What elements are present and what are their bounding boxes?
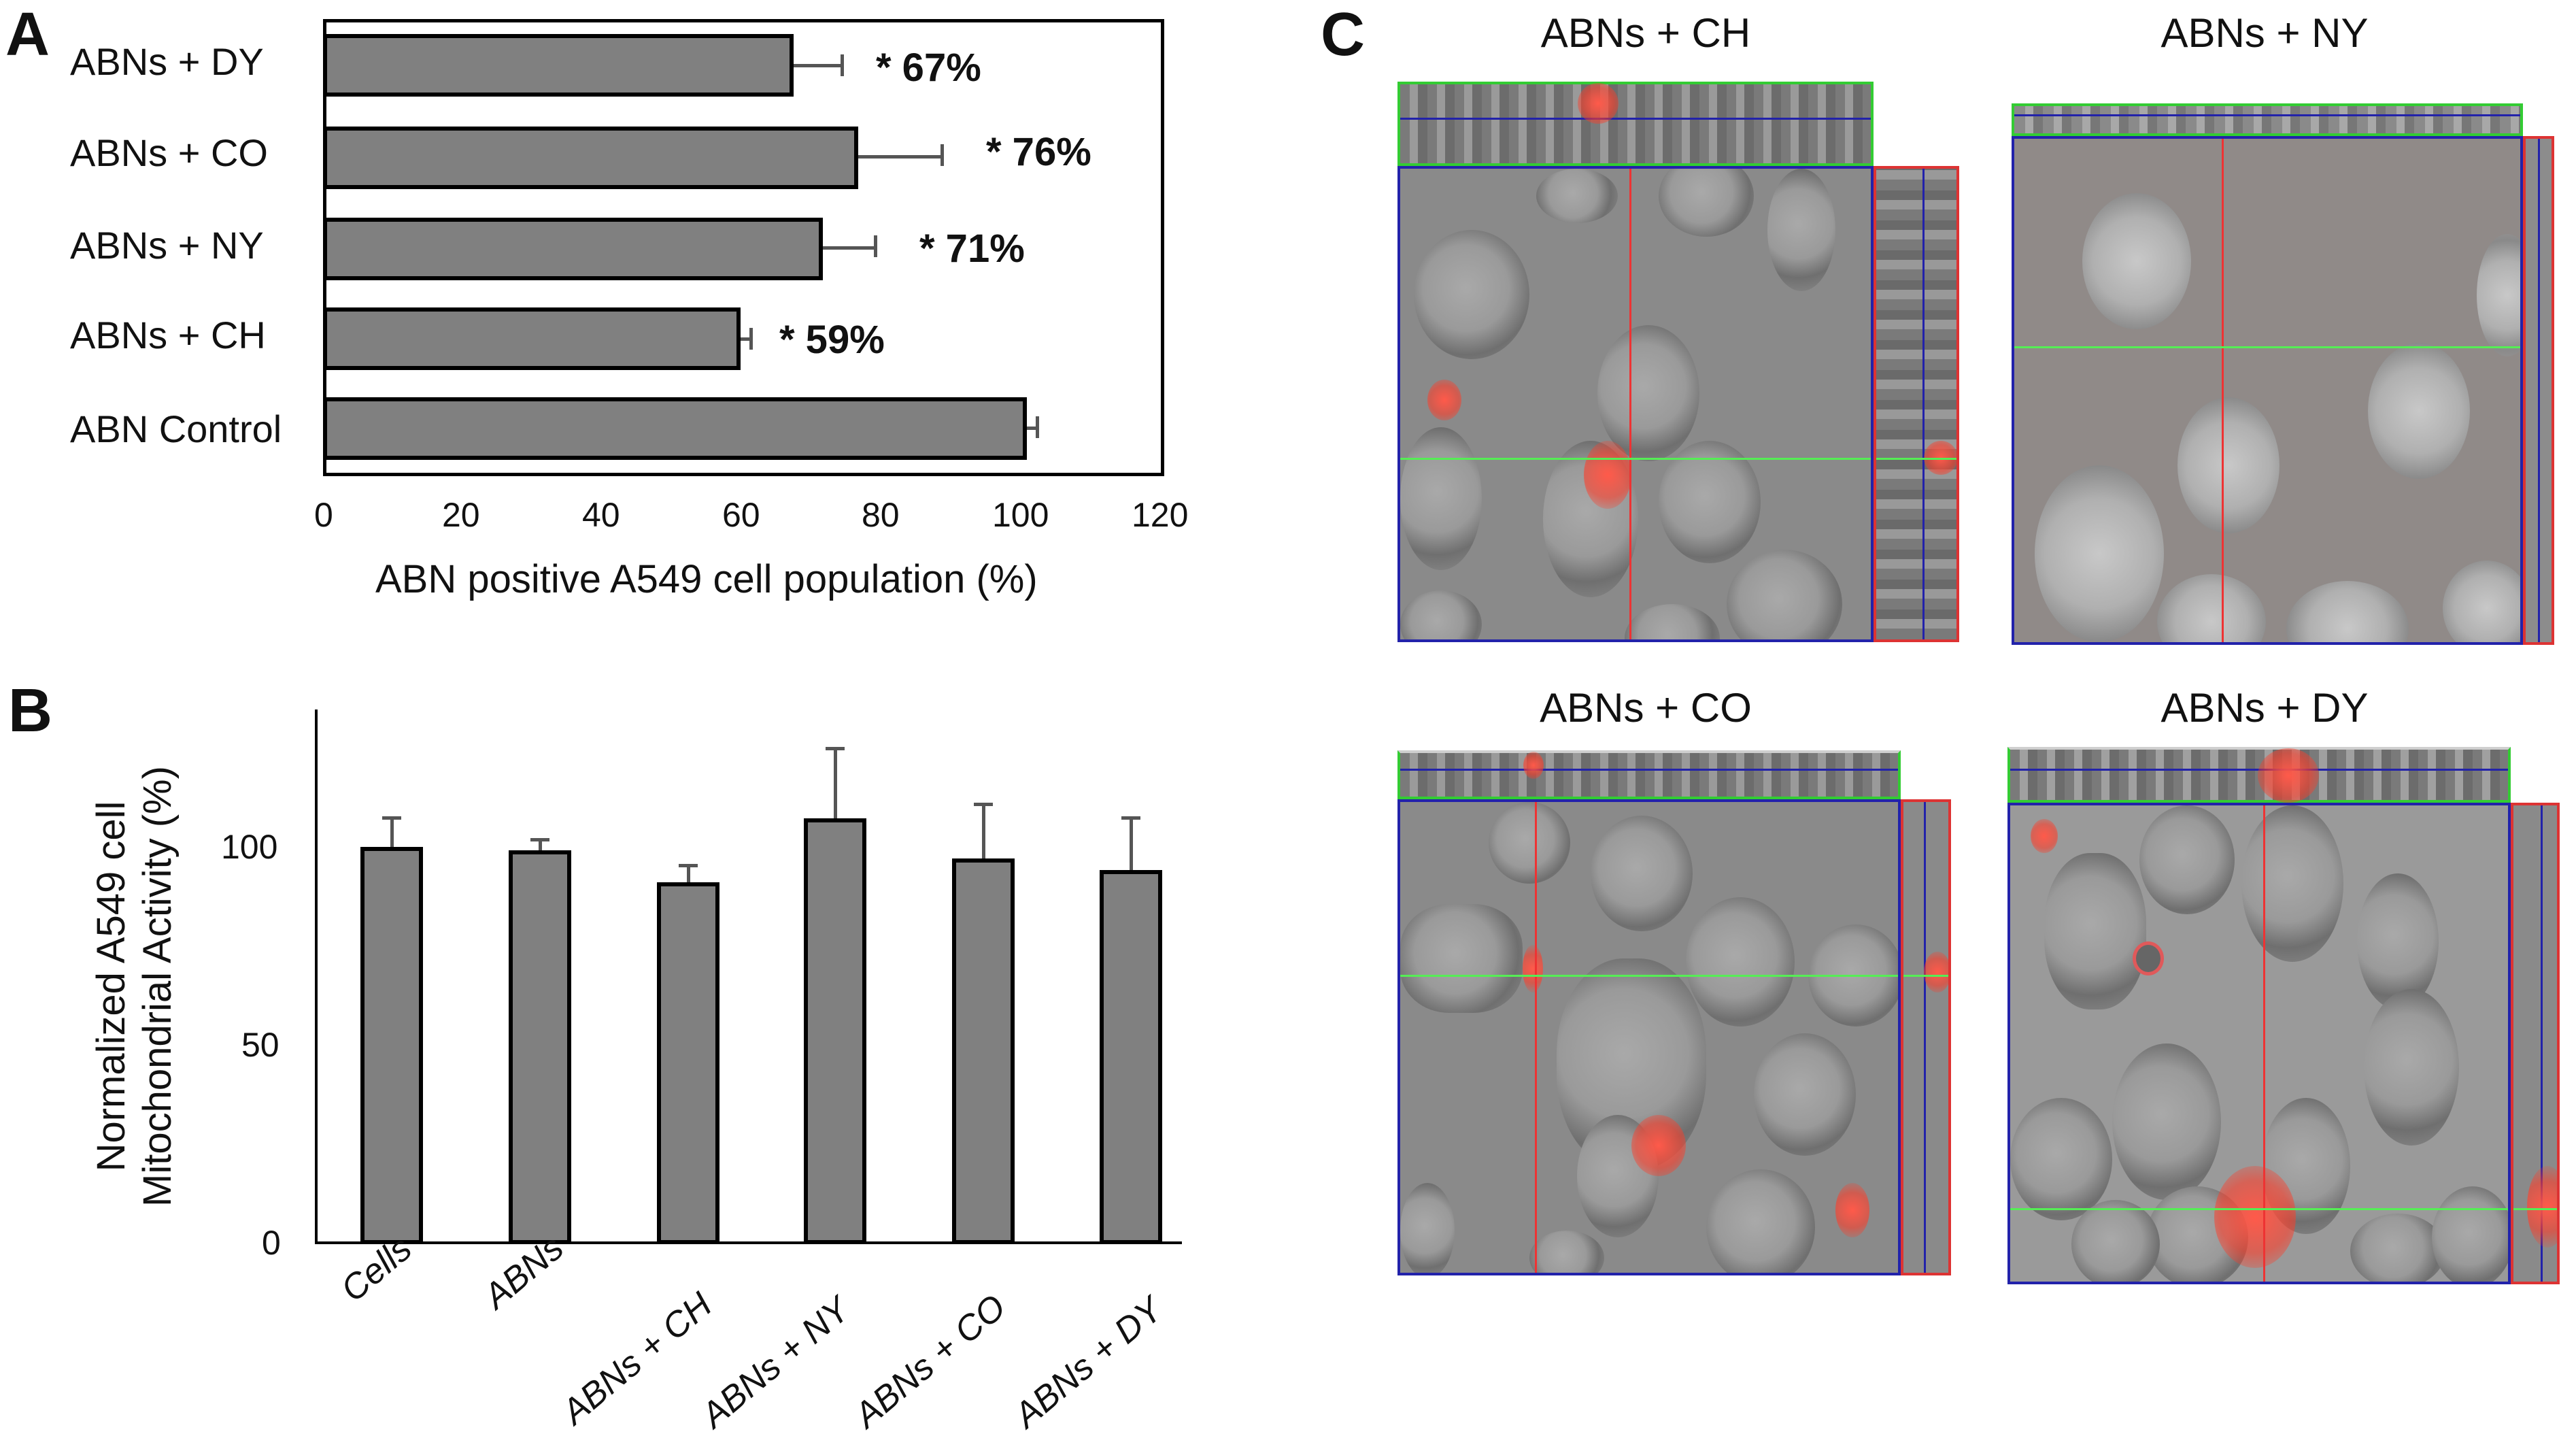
c-xz-projection	[1397, 750, 1901, 799]
c-yz-projection	[1874, 166, 1959, 642]
panel-a-label: A	[5, 1, 50, 69]
b-errorbar-cap	[826, 747, 845, 750]
c-xy-image	[1397, 166, 1874, 642]
a-category-label: ABN Control	[70, 407, 282, 450]
a-annotation: * 59%	[779, 318, 885, 362]
a-errorbar	[823, 246, 876, 250]
a-errorbar-cap	[841, 54, 844, 76]
a-bar-dy	[323, 34, 794, 97]
c-image-title-ch: ABNs + CH	[1540, 10, 1751, 56]
a-bar-co	[323, 127, 858, 189]
b-category-label: ABNs + NY	[694, 1289, 858, 1436]
a-bar-control	[323, 397, 1027, 460]
c-red-signal	[2258, 748, 2319, 803]
b-errorbar	[539, 838, 542, 850]
c-xy-image	[1397, 799, 1901, 1275]
a-x-tick: 20	[442, 496, 480, 534]
a-category-label: ABNs + DY	[70, 40, 264, 83]
b-category-label: ABNs + CO	[847, 1287, 1013, 1436]
a-x-tick: 0	[314, 496, 333, 534]
a-annotation: * 76%	[986, 130, 1091, 174]
b-bar-abns	[509, 850, 571, 1244]
a-errorbar	[794, 64, 843, 67]
b-y-tick: 0	[262, 1224, 281, 1262]
a-x-tick: 60	[722, 496, 760, 534]
c-yz-projection	[2523, 136, 2554, 645]
a-errorbar-cap	[940, 144, 944, 166]
b-bar-abns-ny	[804, 818, 866, 1244]
b-y-axis-label-line1: Normalized A549 cell	[89, 801, 133, 1172]
b-y-axis-label-line2: Mitochondrial Activity (%)	[135, 766, 180, 1207]
b-errorbar-cap	[530, 838, 549, 841]
c-red-ring	[2133, 941, 2164, 975]
a-x-axis-label: ABN positive A549 cell population (%)	[375, 557, 1038, 601]
panel-c-label: C	[1321, 1, 1365, 69]
b-y-axis-label: Normalized A549 cell Mitochondrial Activ…	[88, 707, 184, 1265]
c-image-title-dy: ABNs + DY	[2160, 685, 2369, 731]
a-annotation: * 71%	[919, 227, 1025, 271]
c-xz-blue-line	[1400, 118, 1871, 120]
a-errorbar-cap	[1036, 416, 1039, 438]
c-xz-projection	[2012, 103, 2523, 136]
a-category-label: ABNs + CO	[70, 131, 268, 174]
b-y-tick: 100	[221, 828, 278, 866]
c-xy-image	[2012, 136, 2523, 645]
c-yz-projection	[2511, 803, 2560, 1284]
b-errorbar	[1130, 816, 1133, 870]
a-bar-ch	[323, 307, 741, 370]
b-y-axis-line	[315, 709, 318, 1244]
a-errorbar	[858, 155, 943, 158]
b-errorbar-cap	[382, 816, 401, 820]
c-xz-blue-line	[2014, 114, 2520, 116]
a-x-tick: 120	[1132, 496, 1189, 534]
b-errorbar-cap	[974, 803, 993, 806]
a-category-label: ABNs + CH	[70, 314, 266, 356]
c-xz-projection	[1397, 82, 1874, 166]
b-errorbar-cap	[679, 864, 698, 867]
a-annotation: * 67%	[876, 46, 981, 90]
b-bar-abns-ch	[657, 882, 719, 1244]
a-bar-ny	[323, 218, 823, 280]
c-red-signal	[1523, 752, 1544, 779]
b-category-label: ABNs + CH	[554, 1284, 719, 1433]
a-errorbar	[1027, 427, 1038, 430]
c-xz-blue-line	[1400, 769, 1898, 771]
a-x-tick: 40	[582, 496, 620, 534]
b-y-tick: 50	[241, 1026, 279, 1064]
a-errorbar-cap	[749, 328, 753, 350]
c-image-title-ny: ABNs + NY	[2160, 10, 2369, 56]
a-category-label: ABNs + NY	[70, 224, 264, 267]
a-errorbar	[741, 337, 751, 341]
b-x-axis-line	[315, 1241, 1182, 1244]
panel-b-label: B	[8, 677, 52, 745]
b-bar-abns-dy	[1100, 870, 1162, 1244]
c-red-signal	[1578, 83, 1619, 124]
b-errorbar-cap	[1121, 816, 1140, 820]
c-yz-projection	[1901, 799, 1951, 1275]
b-bar-abns-co	[952, 858, 1015, 1244]
a-x-tick: 80	[862, 496, 900, 534]
b-errorbar	[834, 747, 837, 818]
a-x-tick: 100	[992, 496, 1049, 534]
b-errorbar	[982, 803, 985, 858]
b-errorbar	[687, 864, 690, 882]
b-bar-cells	[360, 847, 423, 1244]
c-xy-image	[2007, 803, 2511, 1284]
a-errorbar-cap	[874, 235, 877, 257]
b-errorbar	[390, 816, 394, 847]
c-image-title-co: ABNs + CO	[1540, 685, 1752, 731]
b-category-label: ABNs + DY	[1006, 1289, 1170, 1436]
